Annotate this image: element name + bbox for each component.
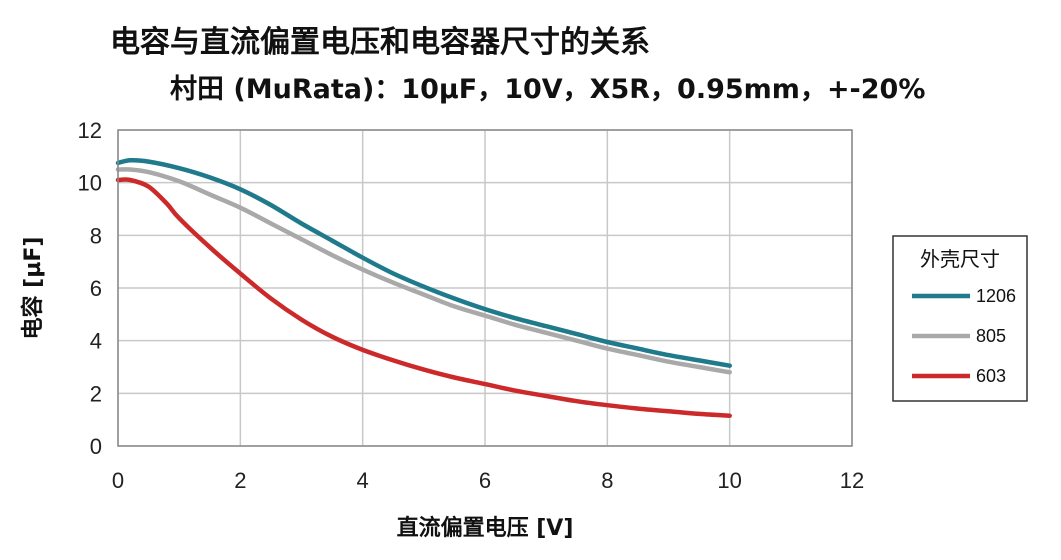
grid bbox=[117, 129, 853, 447]
x-tick-label: 10 bbox=[717, 468, 741, 493]
legend-label-603: 603 bbox=[976, 366, 1006, 386]
y-tick-label: 4 bbox=[90, 329, 102, 354]
y-tick-label: 2 bbox=[90, 381, 102, 406]
y-tick-label: 10 bbox=[78, 171, 102, 196]
chart-subtitle: 村田 (MuRata)：10µF，10V，X5R，0.95mm，+-20% bbox=[170, 74, 925, 105]
y-tick-label: 8 bbox=[90, 223, 102, 248]
legend-label-805: 805 bbox=[976, 326, 1006, 346]
x-tick-label: 8 bbox=[601, 468, 613, 493]
legend: 外壳尺寸 1206 805 603 bbox=[892, 235, 1028, 402]
x-tick-label: 2 bbox=[234, 468, 246, 493]
chart-title: 电容与直流偏置电压和电容器尺寸的关系 bbox=[110, 25, 650, 60]
y-tick-label: 6 bbox=[90, 276, 102, 301]
series-line-603 bbox=[115, 177, 732, 418]
x-tick-label: 12 bbox=[840, 468, 864, 493]
plot-frame bbox=[117, 129, 853, 447]
x-tick-label: 6 bbox=[479, 468, 491, 493]
legend-items: 1206 805 603 bbox=[912, 286, 1016, 386]
y-tick-label: 12 bbox=[78, 118, 102, 143]
x-axis-label: 直流偏置电压 [V] bbox=[397, 515, 574, 541]
y-tick-labels: 0 2 4 6 8 10 12 bbox=[78, 118, 102, 459]
legend-label-1206: 1206 bbox=[976, 286, 1016, 306]
y-tick-label: 0 bbox=[90, 434, 102, 459]
x-tick-labels: 0 2 4 6 8 10 12 bbox=[112, 468, 864, 493]
series-line-1206 bbox=[115, 157, 732, 368]
x-tick-label: 0 bbox=[112, 468, 124, 493]
y-axis-label: 电容 [µF] bbox=[20, 237, 46, 340]
series-line-805 bbox=[115, 167, 732, 375]
series-lines bbox=[115, 157, 732, 418]
legend-box bbox=[892, 235, 1028, 402]
x-tick-label: 4 bbox=[357, 468, 369, 493]
legend-title: 外壳尺寸 bbox=[920, 247, 1000, 271]
